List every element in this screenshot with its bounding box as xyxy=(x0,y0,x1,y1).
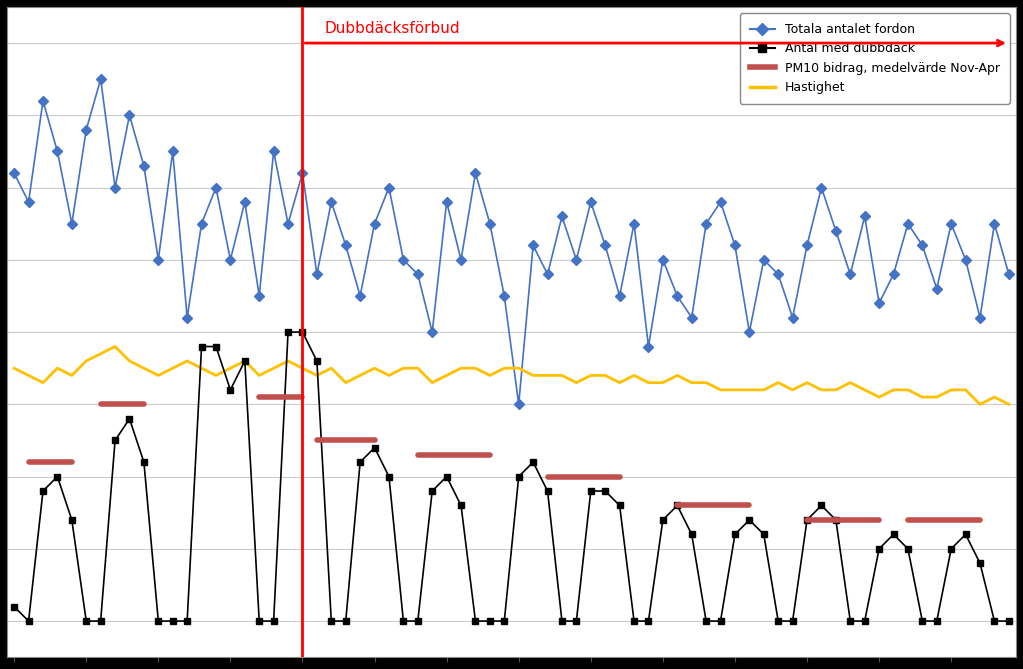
Legend: Totala antalet fordon, Antal med dubbdäck, PM10 bidrag, medelvärde Nov-Apr, Hast: Totala antalet fordon, Antal med dubbdäc… xyxy=(740,13,1010,104)
Text: Dubbdäcksförbud: Dubbdäcksförbud xyxy=(324,21,459,36)
